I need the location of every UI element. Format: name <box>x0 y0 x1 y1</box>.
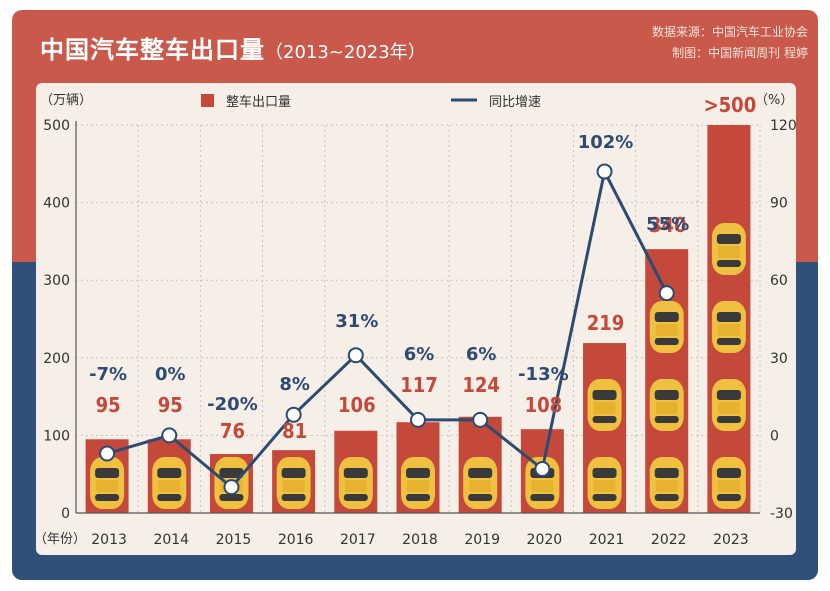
growth-value-label: 31% <box>335 311 378 332</box>
growth-value-label: -13% <box>518 364 569 385</box>
bar-value-label: 106 <box>338 393 376 417</box>
bar-value-label: 340 <box>649 213 687 237</box>
left-tick-label: 200 <box>43 351 70 367</box>
car-icon <box>401 457 435 509</box>
left-tick-label: 300 <box>43 273 70 289</box>
right-tick-label: 120 <box>770 118 797 134</box>
bar-value-label: 81 <box>282 419 307 443</box>
car-icon <box>276 457 311 509</box>
growth-value-label: 8% <box>279 374 310 395</box>
growth-point-2013 <box>99 445 116 462</box>
x-axis-unit: （年份） <box>34 532 86 547</box>
left-axis-unit: （万辆） <box>40 93 92 108</box>
x-tick-label: 2019 <box>464 532 500 548</box>
growth-value-label: -20% <box>207 394 258 415</box>
right-tick-label: 0 <box>770 428 779 444</box>
title-text: 中国汽车整车出口量 <box>40 36 265 64</box>
growth-point-2017 <box>347 347 364 364</box>
bar-value-label: 219 <box>587 311 625 335</box>
right-tick-label: 90 <box>770 196 788 212</box>
legend-bar-label: 整车出口量 <box>226 94 291 110</box>
bar-value-label: 108 <box>525 393 563 417</box>
car-icon <box>711 457 746 509</box>
x-tick-label: 2014 <box>153 532 189 548</box>
chart-title: 中国汽车整车出口量（2013~2023年） <box>40 30 426 65</box>
title-subtitle: （2013~2023年） <box>265 42 426 63</box>
car-icon <box>152 457 187 509</box>
growth-point-2015 <box>223 479 240 496</box>
growth-value-label: 6% <box>404 344 435 365</box>
x-tick-label: 2021 <box>589 532 625 548</box>
left-tick-label: 500 <box>43 118 70 134</box>
right-tick-label: -30 <box>770 506 793 522</box>
left-tick-label: 400 <box>43 196 70 212</box>
car-icon <box>649 457 684 509</box>
axis-layer: 0 100 200 300 400 500 -30 0 30 60 90 120 （万辆） （%） （年份）… <box>34 93 797 548</box>
right-axis-unit: （%） <box>755 93 793 108</box>
left-tick-label: 0 <box>61 506 70 522</box>
x-tick-label: 2016 <box>278 532 314 548</box>
car-icon <box>649 379 684 431</box>
bar-value-label: 117 <box>400 373 438 397</box>
growth-point-2021 <box>596 163 613 180</box>
car-icon <box>463 457 498 509</box>
left-tick-label: 100 <box>43 428 70 444</box>
bar-value-label: 76 <box>220 419 245 443</box>
growth-line <box>106 170 669 489</box>
growth-value-label: 6% <box>466 344 497 365</box>
growth-value-label: 102% <box>578 132 634 153</box>
growth-point-2020 <box>534 461 551 478</box>
growth-value-label: 55% <box>646 214 689 235</box>
car-icon <box>587 379 622 431</box>
car-icon <box>711 223 746 275</box>
x-tick-label: 2020 <box>527 532 563 548</box>
x-tick-label: 2022 <box>651 532 687 548</box>
bar-value-label: >500 <box>704 93 757 117</box>
label-layer: 95 95 76 81 106 117 124 108 219 340 >500 -7% 0% -20% 8… <box>89 93 756 443</box>
legend-line-label: 同比增速 <box>489 95 541 110</box>
legend-bar-swatch <box>201 94 214 107</box>
car-icon <box>587 457 622 509</box>
car-icon <box>711 379 746 431</box>
source-block: 数据来源：中国汽车工业协会 制图：中国新闻周刊 程婷 <box>652 22 808 64</box>
bar-value-label: 95 <box>158 393 183 417</box>
growth-point-2016 <box>285 406 302 423</box>
growth-point-2019 <box>472 411 489 428</box>
source-text: 数据来源：中国汽车工业协会 <box>651 25 808 39</box>
bar-layer <box>85 125 751 513</box>
right-tick-label: 30 <box>770 351 788 367</box>
x-tick-label: 2013 <box>91 532 127 548</box>
car-icon <box>338 457 373 509</box>
growth-point-2014 <box>161 427 178 444</box>
line-layer <box>99 163 675 496</box>
x-tick-label: 2023 <box>713 532 749 548</box>
growth-value-label: -7% <box>89 364 127 385</box>
bar-value-label: 95 <box>96 393 121 417</box>
car-icon <box>90 457 125 509</box>
growth-point-2018 <box>410 411 426 428</box>
x-tick-label: 2015 <box>216 532 252 548</box>
right-tick-label: 60 <box>770 273 788 289</box>
growth-point-2022 <box>658 285 675 302</box>
x-tick-label: 2017 <box>340 532 376 548</box>
growth-value-label: 0% <box>155 364 186 385</box>
credit-text: 制图：中国新闻周刊 程婷 <box>672 46 808 60</box>
car-icon <box>649 301 684 353</box>
car-icon <box>711 301 746 353</box>
x-tick-label: 2018 <box>402 532 438 548</box>
bar-value-label: 124 <box>462 373 500 397</box>
